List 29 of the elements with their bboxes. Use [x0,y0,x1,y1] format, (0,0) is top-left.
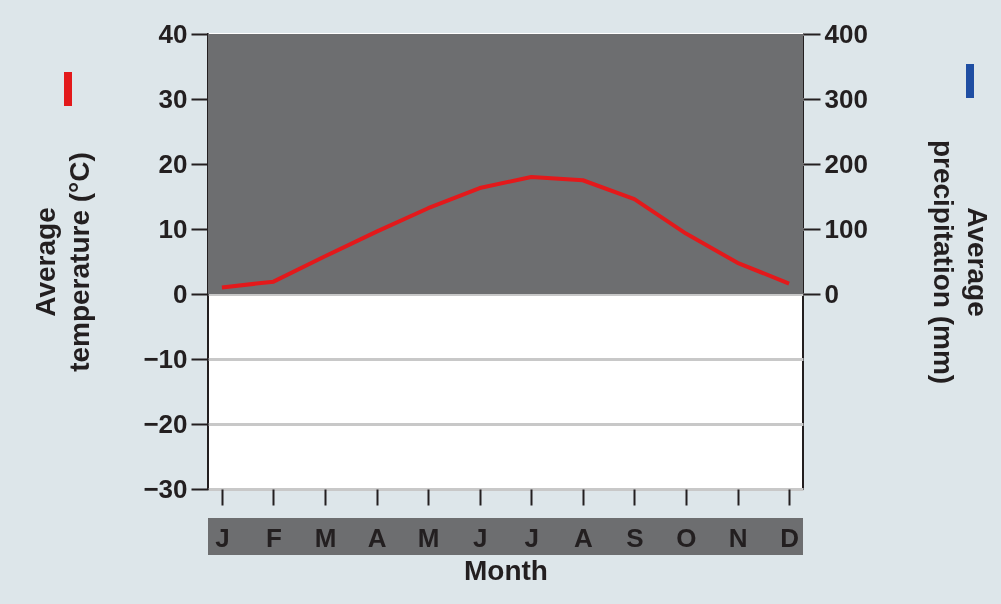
x-tick-label: A [367,522,387,553]
y-axis-title: Average temperature (°C) [30,152,96,372]
y-tick-label: 0 [173,278,188,309]
y2-tick-label: 400 [824,18,868,49]
y-tick-label: −10 [143,343,188,374]
y-tick-label: 10 [158,213,188,244]
y-tick-label: 20 [158,148,188,179]
x-axis-title: Month [464,554,548,586]
x-tick-label: M [314,522,337,553]
y2-tick-label: 200 [824,148,868,179]
y-tick-label: −20 [143,408,188,439]
x-tick-label: S [626,522,644,553]
y-tick-label: −30 [143,473,188,504]
y-tick-label: 30 [158,83,188,114]
line-series [219,175,792,290]
y2-tick-label: 0 [824,278,839,309]
y2-axis-title: Average precipitation (mm) [927,139,993,385]
x-tick-label: F [266,522,282,553]
x-tick-label: O [676,522,697,553]
x-tick-label: N [728,522,748,553]
x-tick-label: D [780,522,799,553]
x-tick-label: M [417,522,440,553]
y-tick-label: 40 [158,18,188,49]
x-tick-label: J [215,522,230,553]
x-tick-label: A [573,522,593,553]
x-tick-label: J [524,522,540,553]
y2-tick-label: 100 [824,213,868,244]
x-tick-label: J [472,522,488,553]
y2-tick-label: 300 [824,83,868,114]
